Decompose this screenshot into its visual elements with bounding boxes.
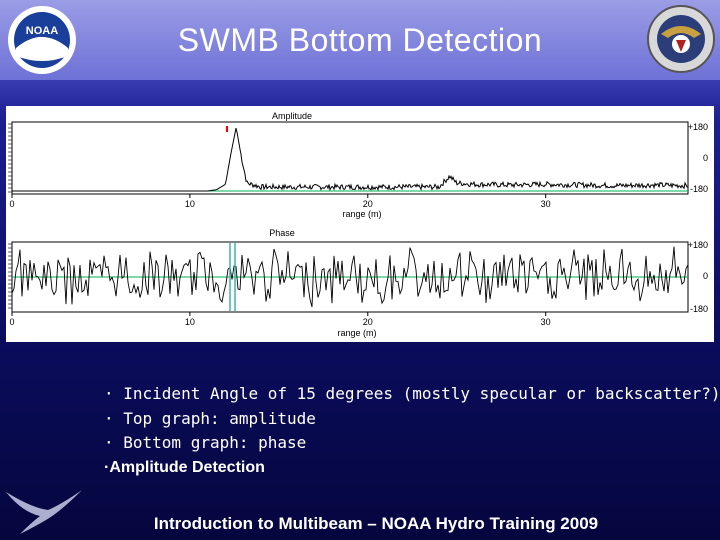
x-tick-label: 0 (9, 317, 14, 327)
x-tick-label: 20 (363, 199, 373, 209)
noaa-bird-watermark-icon (6, 490, 82, 534)
amplitude-x-ticks: 0 10 20 30 (9, 194, 551, 209)
right-tick-label: -180 (690, 304, 708, 314)
phase-right-ticks: +180 0 -180 (688, 240, 708, 314)
amplitude-xlabel: range (m) (342, 209, 381, 219)
x-tick-label: 30 (541, 317, 551, 327)
right-tick-label: 0 (703, 271, 708, 281)
bullet-item: · Bottom graph: phase (104, 433, 307, 452)
right-tick-label: +180 (688, 240, 708, 250)
phase-left-ticks (8, 243, 12, 309)
amplitude-series-line (12, 127, 688, 192)
bullet-item: · Incident Angle of 15 degrees (mostly s… (104, 384, 720, 403)
x-tick-label: 10 (185, 199, 195, 209)
phase-x-ticks: 0 10 20 30 (9, 312, 551, 327)
sonar-plots: Amplitude 0 10 20 30 range (m) +180 0 -180 Ph… (8, 111, 708, 338)
bullet-list: · Incident Angle of 15 degrees (mostly s… (104, 382, 720, 480)
noaa-logo: NOAA (8, 6, 76, 74)
right-tick-label: -180 (690, 184, 708, 194)
sonar-figure: Amplitude 0 10 20 30 range (m) +180 0 -180 Ph… (6, 106, 714, 342)
slide-title: SWMB Bottom Detection (177, 22, 543, 58)
amplitude-left-ticks (8, 123, 12, 193)
amplitude-title: Amplitude (272, 111, 312, 121)
bullet-item: · Top graph: amplitude (104, 408, 316, 428)
amplitude-frame (11, 121, 689, 195)
right-tick-label: +180 (688, 122, 708, 132)
commissioned-corps-seal-icon (647, 5, 715, 73)
x-tick-label: 20 (363, 317, 373, 327)
x-tick-label: 30 (541, 199, 551, 209)
x-tick-label: 0 (9, 199, 14, 209)
right-tick-label: 0 (703, 153, 708, 163)
phase-title: Phase (269, 228, 295, 238)
title-bar (0, 0, 720, 80)
x-tick-label: 10 (185, 317, 195, 327)
phase-series-line (11, 246, 689, 308)
amplitude-right-ticks: +180 0 -180 (688, 122, 708, 194)
bullet-item-bold: ·Amplitude Detection (104, 458, 265, 476)
slide-footer: Introduction to Multibeam – NOAA Hydro T… (153, 514, 599, 533)
noaa-logo-text: NOAA (26, 25, 58, 37)
phase-xlabel: range (m) (337, 328, 376, 338)
